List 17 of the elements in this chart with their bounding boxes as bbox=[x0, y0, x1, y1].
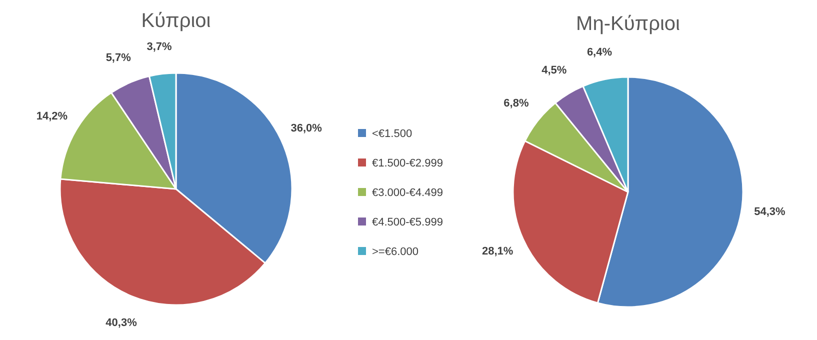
data-label: 14,2% bbox=[36, 110, 68, 123]
legend-label: >=€6.000 bbox=[372, 246, 418, 258]
legend-label: €4.500-€5.999 bbox=[372, 216, 443, 228]
data-label: 6,8% bbox=[504, 98, 529, 110]
legend-label: €3.000-€4.499 bbox=[372, 186, 443, 199]
data-label: 54,3% bbox=[754, 206, 786, 218]
chart-title: Μη-Κύπριοι bbox=[576, 13, 680, 35]
legend-label: €1.500-€2.999 bbox=[372, 157, 443, 170]
chart-title: Κύπριοι bbox=[141, 10, 211, 32]
data-label: 5,7% bbox=[106, 52, 132, 64]
data-label: 36,0% bbox=[290, 122, 322, 135]
data-label: 3,7% bbox=[146, 40, 172, 53]
data-label: 40,3% bbox=[106, 317, 138, 330]
data-label: 28,1% bbox=[482, 245, 514, 258]
legend-label: <€1.500 bbox=[372, 128, 412, 140]
data-label: 6,4% bbox=[586, 46, 612, 59]
data-label: 4,5% bbox=[542, 64, 567, 76]
